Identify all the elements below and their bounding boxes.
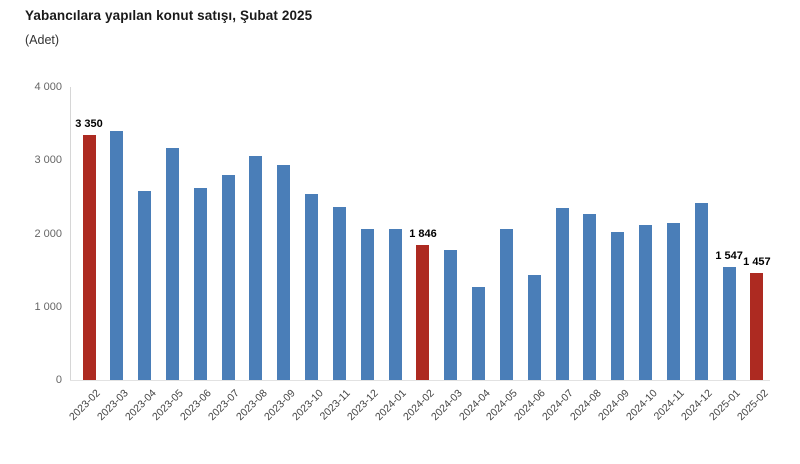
- bar[interactable]: [722, 266, 736, 380]
- bar[interactable]: [221, 174, 235, 380]
- bar[interactable]: [666, 222, 680, 380]
- y-tick-label: 0: [55, 374, 62, 386]
- bar[interactable]: [277, 164, 291, 380]
- y-tick-label: 4 000: [34, 81, 62, 93]
- bar[interactable]: [165, 148, 179, 380]
- bar-value-label: 1 547: [715, 249, 743, 262]
- bar[interactable]: [499, 228, 513, 380]
- bar[interactable]: [472, 286, 486, 380]
- plot-area: 0 1 000 2 000 3 000 4 000 3 350 1 846 1 547 1 4…: [34, 81, 770, 423]
- bar[interactable]: [583, 213, 597, 380]
- bar[interactable]: [388, 229, 402, 380]
- y-tick-label: 2 000: [34, 227, 62, 240]
- y-axis-line: [70, 87, 71, 380]
- y-tick-label: 3 000: [34, 154, 62, 167]
- bar[interactable]: [555, 207, 569, 380]
- bar[interactable]: [138, 191, 152, 380]
- bar-highlighted[interactable]: [750, 273, 764, 380]
- bar[interactable]: [527, 274, 541, 380]
- bar[interactable]: [694, 202, 708, 380]
- bar[interactable]: [249, 156, 263, 380]
- chart-subtitle: (Adet): [25, 33, 60, 47]
- chart-title: Yabancılara yapılan konut satışı, Şubat …: [25, 8, 313, 23]
- bar-value-label: 3 350: [75, 117, 103, 130]
- bar[interactable]: [360, 228, 374, 380]
- bar-value-label: 1 457: [743, 256, 771, 269]
- bar-value-label: 1 846: [409, 227, 437, 240]
- bar-highlighted[interactable]: [416, 244, 430, 380]
- bar-highlighted[interactable]: [82, 134, 96, 380]
- x-axis-line: [70, 380, 770, 381]
- bar[interactable]: [110, 130, 124, 380]
- y-tick-label: 1 000: [34, 300, 62, 313]
- bar[interactable]: [193, 187, 207, 380]
- bar[interactable]: [332, 206, 346, 380]
- bar[interactable]: [444, 250, 458, 380]
- bar[interactable]: [611, 231, 625, 380]
- bar[interactable]: [639, 224, 653, 380]
- bar[interactable]: [305, 193, 319, 380]
